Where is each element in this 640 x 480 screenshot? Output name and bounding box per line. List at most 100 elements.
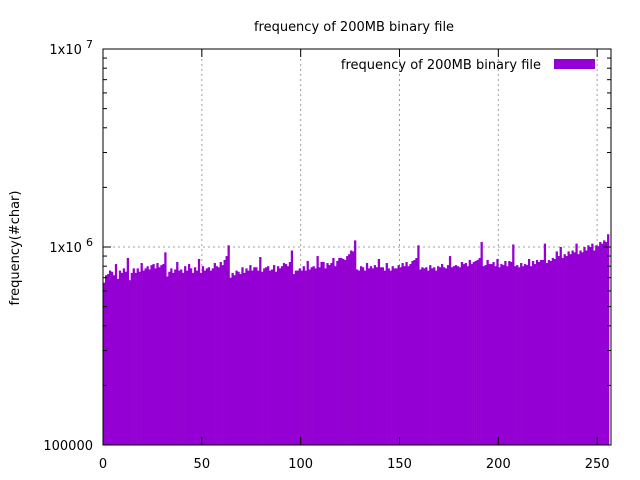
bar (595, 245, 598, 445)
bar (282, 263, 286, 445)
bar (520, 263, 523, 445)
bar (486, 259, 489, 445)
bar (178, 270, 181, 445)
bar (539, 259, 543, 445)
bar (510, 261, 513, 445)
bar (549, 260, 553, 445)
bar (184, 266, 187, 445)
bar (379, 267, 383, 445)
bar (409, 264, 412, 445)
bar (581, 252, 584, 445)
bar (563, 254, 566, 445)
bar (454, 265, 458, 445)
bar (104, 275, 108, 445)
bar (460, 261, 464, 445)
bar (468, 259, 471, 445)
bar (350, 250, 353, 445)
bar (365, 263, 369, 445)
bar (316, 256, 319, 445)
bar (239, 274, 242, 445)
bar (427, 270, 430, 445)
bar (587, 245, 590, 445)
bar (529, 266, 533, 445)
x-tick-label: 200 (486, 457, 511, 472)
bar (407, 266, 410, 445)
bar (132, 268, 135, 445)
bar (526, 265, 529, 445)
bar (237, 271, 240, 445)
bar (314, 268, 317, 445)
bar (476, 259, 479, 445)
bar (551, 257, 554, 445)
bar (182, 272, 185, 445)
bar (152, 264, 155, 445)
bar (199, 272, 203, 445)
bar (142, 270, 145, 445)
y-tick-label: 1x10 7 (49, 38, 93, 58)
bar (189, 268, 193, 445)
bar (411, 260, 414, 445)
bar (187, 264, 191, 445)
bar (292, 274, 296, 445)
bar (108, 270, 112, 445)
x-tick-label: 50 (194, 457, 211, 472)
bar (375, 267, 379, 445)
bar (585, 250, 588, 445)
bar (302, 266, 305, 445)
bar (201, 266, 205, 445)
bar (203, 270, 207, 445)
bar (276, 266, 280, 445)
bar (456, 266, 460, 445)
bar (541, 259, 545, 445)
bar (601, 243, 604, 445)
bar (373, 265, 377, 445)
bar (225, 256, 228, 445)
bar (357, 270, 361, 445)
bar (401, 263, 404, 445)
bar (346, 256, 349, 445)
bar (271, 269, 274, 445)
bar (233, 275, 236, 445)
bar (369, 266, 373, 445)
bar (395, 268, 398, 445)
bar (571, 250, 574, 445)
bar (470, 264, 473, 445)
bar (130, 272, 133, 445)
bar (310, 267, 313, 445)
bar (512, 244, 515, 445)
bar (253, 267, 256, 445)
x-axis-tick-labels: 0 50 100 150 200 250 (99, 457, 610, 472)
y-tick-label: 1x10 6 (49, 236, 93, 256)
bar (442, 267, 446, 445)
bar (431, 268, 434, 445)
bar (502, 265, 505, 445)
bar (138, 271, 141, 445)
bar (359, 266, 363, 445)
bar (180, 269, 183, 445)
bar (490, 264, 493, 445)
bar (116, 278, 120, 445)
bar (417, 245, 420, 445)
bar (433, 267, 436, 445)
bar (195, 270, 199, 445)
bar (389, 270, 392, 445)
bar (437, 266, 440, 445)
x-tick-label: 0 (99, 457, 107, 472)
bar (274, 271, 278, 445)
bar (205, 268, 209, 445)
bar (170, 268, 173, 445)
bar (599, 241, 602, 445)
bar (583, 247, 586, 445)
bar (114, 264, 118, 445)
bar (227, 245, 230, 445)
bar (286, 266, 290, 445)
bar (265, 267, 268, 445)
bar (235, 270, 238, 445)
bar (207, 267, 211, 445)
bar (128, 280, 131, 445)
bar (284, 264, 288, 445)
bar (243, 272, 246, 445)
bar (352, 251, 355, 445)
bar (597, 246, 600, 445)
bar (516, 265, 519, 445)
